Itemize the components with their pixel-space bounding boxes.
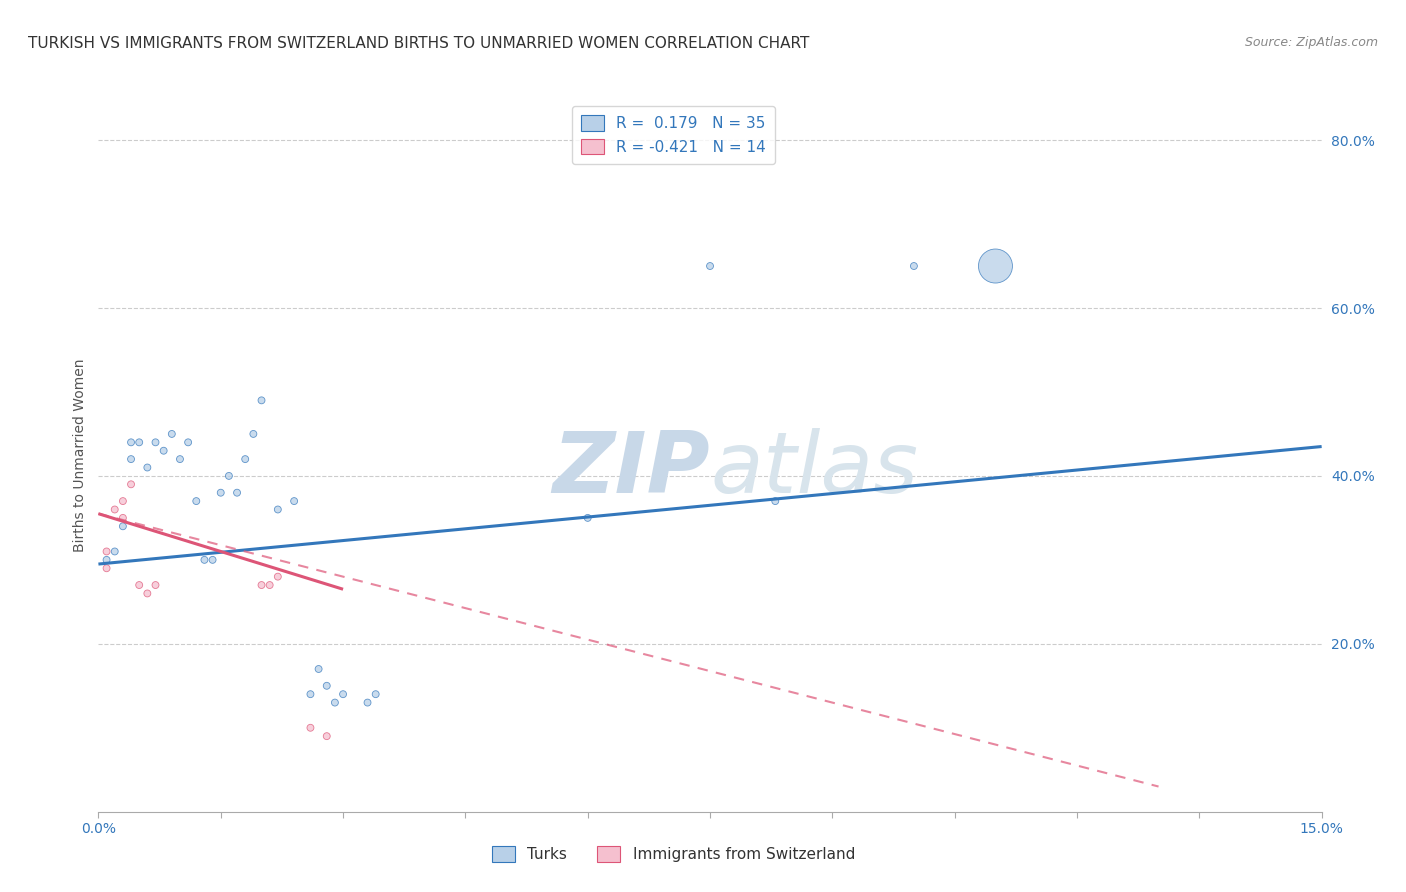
Point: [160, 426, 183, 441]
Point: [104, 544, 127, 558]
Point: [169, 452, 191, 467]
Text: ZIP: ZIP: [553, 427, 710, 511]
Legend: Turks, Immigrants from Switzerland: Turks, Immigrants from Switzerland: [485, 840, 860, 868]
Point: [111, 494, 134, 508]
Point: [250, 393, 273, 408]
Point: [332, 687, 354, 701]
Point: [315, 679, 337, 693]
Point: [96, 561, 118, 575]
Point: [209, 485, 232, 500]
Point: [763, 494, 786, 508]
Point: [250, 578, 273, 592]
Point: [111, 519, 134, 533]
Point: [186, 494, 208, 508]
Point: [128, 435, 150, 450]
Point: [364, 687, 387, 701]
Point: [323, 696, 346, 710]
Point: [984, 259, 1007, 273]
Point: [315, 729, 337, 743]
Point: [218, 469, 240, 483]
Point: [201, 553, 224, 567]
Point: [96, 544, 118, 558]
Y-axis label: Births to Unmarried Women: Births to Unmarried Women: [73, 359, 87, 551]
Point: [356, 696, 378, 710]
Point: [96, 553, 118, 567]
Point: [120, 452, 142, 467]
Point: [193, 553, 215, 567]
Point: [699, 259, 721, 273]
Point: [903, 259, 925, 273]
Point: [136, 460, 159, 475]
Point: [576, 511, 599, 525]
Point: [177, 435, 200, 450]
Point: [145, 435, 167, 450]
Point: [128, 578, 150, 592]
Point: [283, 494, 305, 508]
Text: Source: ZipAtlas.com: Source: ZipAtlas.com: [1244, 36, 1378, 49]
Point: [242, 426, 264, 441]
Point: [111, 511, 134, 525]
Point: [145, 578, 167, 592]
Point: [233, 452, 256, 467]
Text: TURKISH VS IMMIGRANTS FROM SWITZERLAND BIRTHS TO UNMARRIED WOMEN CORRELATION CHA: TURKISH VS IMMIGRANTS FROM SWITZERLAND B…: [28, 36, 810, 51]
Point: [267, 569, 290, 583]
Point: [299, 687, 322, 701]
Point: [136, 586, 159, 600]
Point: [120, 477, 142, 491]
Point: [308, 662, 330, 676]
Point: [259, 578, 281, 592]
Text: atlas: atlas: [710, 427, 918, 511]
Point: [299, 721, 322, 735]
Point: [267, 502, 290, 516]
Point: [104, 502, 127, 516]
Point: [152, 443, 174, 458]
Point: [226, 485, 249, 500]
Point: [120, 435, 142, 450]
